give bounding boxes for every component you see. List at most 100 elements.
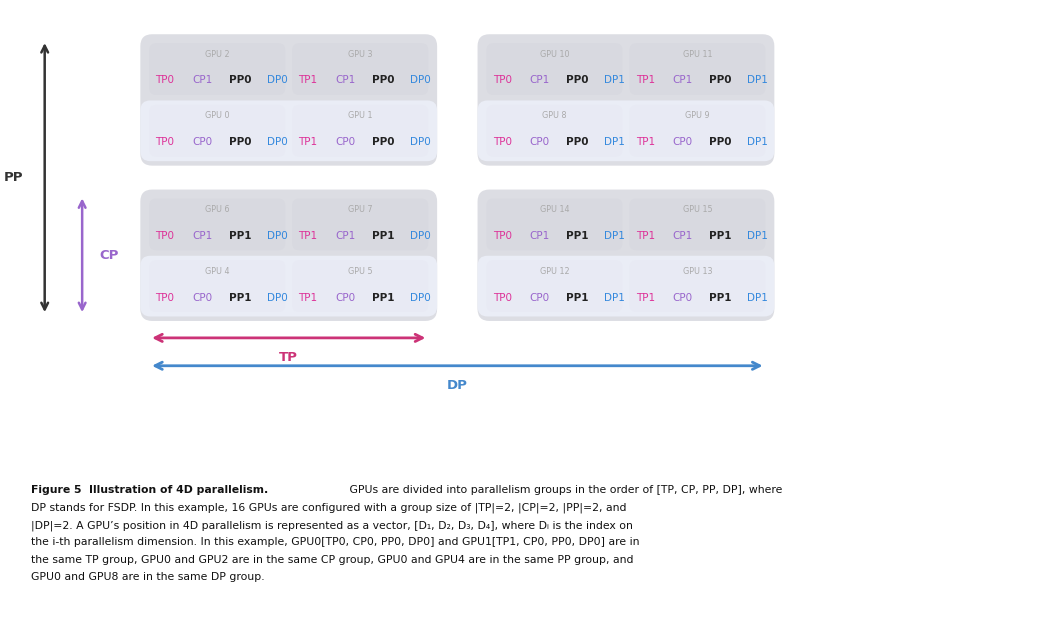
Text: GPU 11: GPU 11 [683, 50, 712, 59]
Text: CP1: CP1 [530, 231, 550, 241]
Text: TP0: TP0 [156, 293, 175, 303]
Text: GPU 9: GPU 9 [685, 112, 710, 120]
Text: DP1: DP1 [604, 76, 625, 85]
FancyBboxPatch shape [140, 190, 437, 321]
Text: PP0: PP0 [709, 137, 731, 147]
FancyBboxPatch shape [478, 256, 774, 316]
Text: CP1: CP1 [192, 76, 213, 85]
FancyBboxPatch shape [630, 105, 766, 157]
Text: DP1: DP1 [747, 137, 768, 147]
Text: DP1: DP1 [747, 76, 768, 85]
Text: TP1: TP1 [636, 293, 655, 303]
Text: DP1: DP1 [604, 231, 625, 241]
FancyBboxPatch shape [150, 198, 286, 250]
Text: TP0: TP0 [156, 76, 175, 85]
FancyBboxPatch shape [150, 260, 286, 312]
Text: DP: DP [447, 379, 468, 392]
Text: Figure 5  Illustration of 4D parallelism.: Figure 5 Illustration of 4D parallelism. [31, 485, 268, 495]
FancyBboxPatch shape [630, 260, 766, 312]
Text: GPU 10: GPU 10 [539, 50, 569, 59]
FancyBboxPatch shape [478, 100, 774, 161]
Text: TP1: TP1 [298, 137, 318, 147]
Text: DP0: DP0 [267, 76, 288, 85]
Text: DP1: DP1 [747, 293, 768, 303]
FancyBboxPatch shape [140, 100, 437, 161]
Text: DP0: DP0 [267, 293, 288, 303]
Text: TP0: TP0 [492, 137, 511, 147]
Text: GPU 0: GPU 0 [205, 112, 230, 120]
Text: TP1: TP1 [298, 231, 318, 241]
Text: DP stands for FSDP. In this example, 16 GPUs are configured with a group size of: DP stands for FSDP. In this example, 16 … [31, 503, 627, 513]
Text: TP: TP [279, 351, 298, 364]
Text: TP0: TP0 [492, 76, 511, 85]
Text: the same TP group, GPU0 and GPU2 are in the same CP group, GPU0 and GPU4 are in : the same TP group, GPU0 and GPU2 are in … [31, 555, 634, 565]
Text: PP1: PP1 [566, 293, 588, 303]
FancyBboxPatch shape [486, 43, 622, 95]
Text: TP1: TP1 [298, 76, 318, 85]
Text: CP0: CP0 [336, 137, 355, 147]
Text: CP: CP [99, 249, 118, 261]
Text: DP0: DP0 [410, 293, 431, 303]
Text: PP1: PP1 [566, 231, 588, 241]
Text: PP: PP [3, 171, 23, 184]
Text: DP0: DP0 [410, 76, 431, 85]
Text: TP1: TP1 [636, 76, 655, 85]
FancyBboxPatch shape [140, 256, 437, 316]
Text: CP1: CP1 [672, 231, 693, 241]
Text: CP1: CP1 [672, 76, 693, 85]
Text: PP1: PP1 [709, 293, 731, 303]
Text: PP0: PP0 [566, 76, 588, 85]
Text: the i-th parallelism dimension. In this example, GPU0[TP0, CP0, PP0, DP0] and GP: the i-th parallelism dimension. In this … [31, 537, 639, 547]
Text: DP1: DP1 [604, 137, 625, 147]
Text: PP1: PP1 [229, 293, 251, 303]
Text: CP0: CP0 [192, 137, 213, 147]
Text: GPU 8: GPU 8 [542, 112, 566, 120]
FancyBboxPatch shape [630, 43, 766, 95]
Text: GPU 14: GPU 14 [539, 205, 569, 214]
Text: GPU 5: GPU 5 [348, 266, 373, 276]
Text: CP0: CP0 [530, 293, 550, 303]
Text: TP0: TP0 [156, 137, 175, 147]
Text: CP0: CP0 [672, 137, 693, 147]
Text: TP1: TP1 [298, 293, 318, 303]
Text: PP1: PP1 [709, 231, 731, 241]
FancyBboxPatch shape [292, 198, 428, 250]
Text: PP0: PP0 [709, 76, 731, 85]
FancyBboxPatch shape [292, 105, 428, 157]
Text: TP1: TP1 [636, 231, 655, 241]
Text: GPU 3: GPU 3 [348, 50, 372, 59]
Text: CP0: CP0 [336, 293, 355, 303]
FancyBboxPatch shape [150, 105, 286, 157]
Text: CP1: CP1 [530, 76, 550, 85]
Text: DP0: DP0 [267, 137, 288, 147]
Text: GPU 2: GPU 2 [205, 50, 230, 59]
FancyBboxPatch shape [150, 43, 286, 95]
Text: CP1: CP1 [336, 76, 355, 85]
Text: TP0: TP0 [492, 231, 511, 241]
FancyBboxPatch shape [478, 34, 774, 165]
Text: |DP|=2. A GPU’s position in 4D parallelism is represented as a vector, [D₁, D₂, : |DP|=2. A GPU’s position in 4D paralleli… [31, 520, 633, 530]
Text: TP0: TP0 [492, 293, 511, 303]
FancyBboxPatch shape [630, 198, 766, 250]
Text: TP0: TP0 [156, 231, 175, 241]
Text: PP0: PP0 [372, 137, 394, 147]
Text: GPU 7: GPU 7 [348, 205, 373, 214]
Text: GPU0 and GPU8 are in the same DP group.: GPU0 and GPU8 are in the same DP group. [31, 572, 265, 582]
FancyBboxPatch shape [140, 34, 437, 165]
Text: TP1: TP1 [636, 137, 655, 147]
Text: CP0: CP0 [672, 293, 693, 303]
Text: PP0: PP0 [372, 76, 394, 85]
FancyBboxPatch shape [486, 105, 622, 157]
Text: DP1: DP1 [747, 231, 768, 241]
Text: DP0: DP0 [267, 231, 288, 241]
Text: PP1: PP1 [372, 293, 394, 303]
FancyBboxPatch shape [292, 43, 428, 95]
Text: CP1: CP1 [192, 231, 213, 241]
Text: GPU 12: GPU 12 [539, 266, 569, 276]
FancyBboxPatch shape [486, 198, 622, 250]
Text: PP0: PP0 [566, 137, 588, 147]
Text: PP1: PP1 [372, 231, 394, 241]
FancyBboxPatch shape [292, 260, 428, 312]
Text: PP0: PP0 [229, 137, 251, 147]
Text: CP0: CP0 [530, 137, 550, 147]
